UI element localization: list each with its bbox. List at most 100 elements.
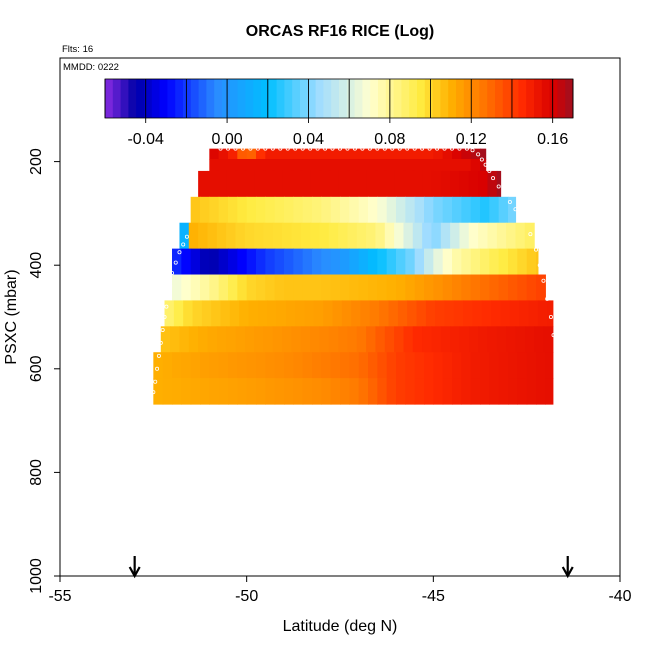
heatmap-cell	[293, 378, 304, 405]
heatmap-cell	[263, 222, 274, 250]
heatmap-cell	[396, 248, 406, 276]
heatmap-cell	[431, 326, 442, 353]
heatmap-cell	[386, 196, 397, 224]
heatmap-cell	[246, 159, 257, 172]
flight-track-point	[491, 176, 496, 181]
heatmap-cell	[468, 170, 479, 198]
flight-track-point	[427, 146, 432, 151]
heatmap-cell	[528, 300, 539, 327]
heatmap-cell	[218, 159, 229, 172]
colorbar-segment	[307, 79, 317, 118]
date-label: MMDD: 0222	[63, 62, 119, 73]
heatmap-cell	[340, 274, 350, 302]
heatmap-cell	[328, 222, 339, 250]
heatmap-cell	[537, 300, 548, 327]
heatmap-cell	[284, 196, 294, 224]
heatmap-cell	[216, 326, 227, 353]
heatmap-cell	[416, 300, 427, 327]
colorbar-segment	[237, 79, 246, 118]
heatmap-cell	[282, 170, 293, 198]
flight-track-point	[537, 263, 542, 268]
heatmap-cell	[396, 378, 406, 405]
colorbar-segment	[128, 79, 137, 118]
colorbar-segment	[245, 79, 254, 118]
heatmap-cell	[349, 248, 360, 276]
heatmap-cell	[179, 326, 190, 353]
heatmap-cell	[302, 378, 313, 405]
y-axis: 200 400 600 800 1000	[28, 148, 60, 594]
heatmap-cell	[461, 248, 472, 276]
heatmap-cell	[478, 222, 489, 250]
heatmap-cell	[461, 159, 472, 172]
heatmap-cell	[452, 378, 462, 405]
x-tick-label: -50	[235, 588, 258, 605]
flight-track-point	[345, 146, 350, 151]
heatmap-cell	[506, 222, 517, 250]
flight-track-point	[168, 283, 173, 288]
colorbar-segment	[292, 79, 301, 118]
flight-track-point	[483, 162, 488, 167]
heatmap-cell	[377, 378, 388, 405]
heatmap-cell	[442, 248, 453, 276]
heatmap-cell	[256, 352, 266, 379]
heatmap-cell	[200, 378, 210, 405]
heatmap-cell	[433, 352, 444, 379]
heatmap-cell	[256, 148, 266, 160]
heatmap-cell	[433, 148, 444, 160]
heatmap-cell	[452, 274, 462, 302]
heatmap-cell	[235, 326, 246, 353]
heatmap-cell	[200, 274, 210, 302]
heatmap-cell	[508, 378, 518, 405]
y-tick-label: 1000	[28, 558, 45, 594]
colorbar-segment	[339, 79, 348, 118]
heatmap-cell	[190, 352, 201, 379]
heatmap-cell	[452, 148, 462, 160]
flight-track-point	[153, 379, 158, 384]
heatmap-cell	[487, 326, 498, 353]
heatmap-cell	[452, 248, 462, 276]
heatmap-cell	[397, 300, 408, 327]
colorbar-segment	[362, 79, 371, 118]
heatmap-cell	[340, 352, 350, 379]
flight-track-point	[449, 146, 454, 151]
heatmap-cell	[265, 248, 276, 276]
flight-track-point	[173, 260, 178, 265]
flight-track-point	[151, 390, 156, 395]
colorbar-segment	[557, 79, 566, 118]
heatmap-cell	[478, 326, 489, 353]
colorbar-segment	[284, 79, 293, 118]
heatmap-cell	[536, 248, 539, 276]
flight-track-point	[534, 247, 539, 252]
heatmap-cell	[218, 248, 229, 276]
heatmap-cell	[489, 378, 500, 405]
heatmap-cell	[207, 222, 218, 250]
heatmap-cell	[396, 196, 406, 224]
heatmap-cell	[498, 196, 509, 224]
heatmap-cell	[302, 159, 313, 172]
heatmap-cell	[452, 196, 462, 224]
heatmap-cell	[405, 159, 416, 172]
heatmap-cell	[209, 159, 220, 172]
heatmap-cell	[422, 170, 433, 198]
heatmap-cell	[358, 378, 369, 405]
heatmap-cell	[274, 148, 285, 160]
colorbar-tick-label: 0.08	[374, 131, 405, 148]
heatmap-cell	[256, 274, 266, 302]
heatmap-cell	[375, 326, 386, 353]
heatmap-cell	[414, 274, 425, 302]
heatmap-cell	[526, 378, 537, 405]
colorbar-segment	[136, 79, 145, 118]
heatmap-cell	[384, 222, 395, 250]
heatmap-cell	[472, 300, 483, 327]
colorbar-segment	[206, 79, 215, 118]
heatmap-cell	[237, 378, 248, 405]
heatmap-cell	[328, 170, 339, 198]
flight-track-point	[156, 353, 161, 358]
heatmap-cell	[190, 248, 201, 276]
flight-track-point	[323, 146, 328, 151]
colorbar-segment	[534, 79, 543, 118]
heatmap-cell	[200, 352, 210, 379]
heatmap-cell	[244, 222, 255, 250]
heatmap-cell	[310, 326, 321, 353]
